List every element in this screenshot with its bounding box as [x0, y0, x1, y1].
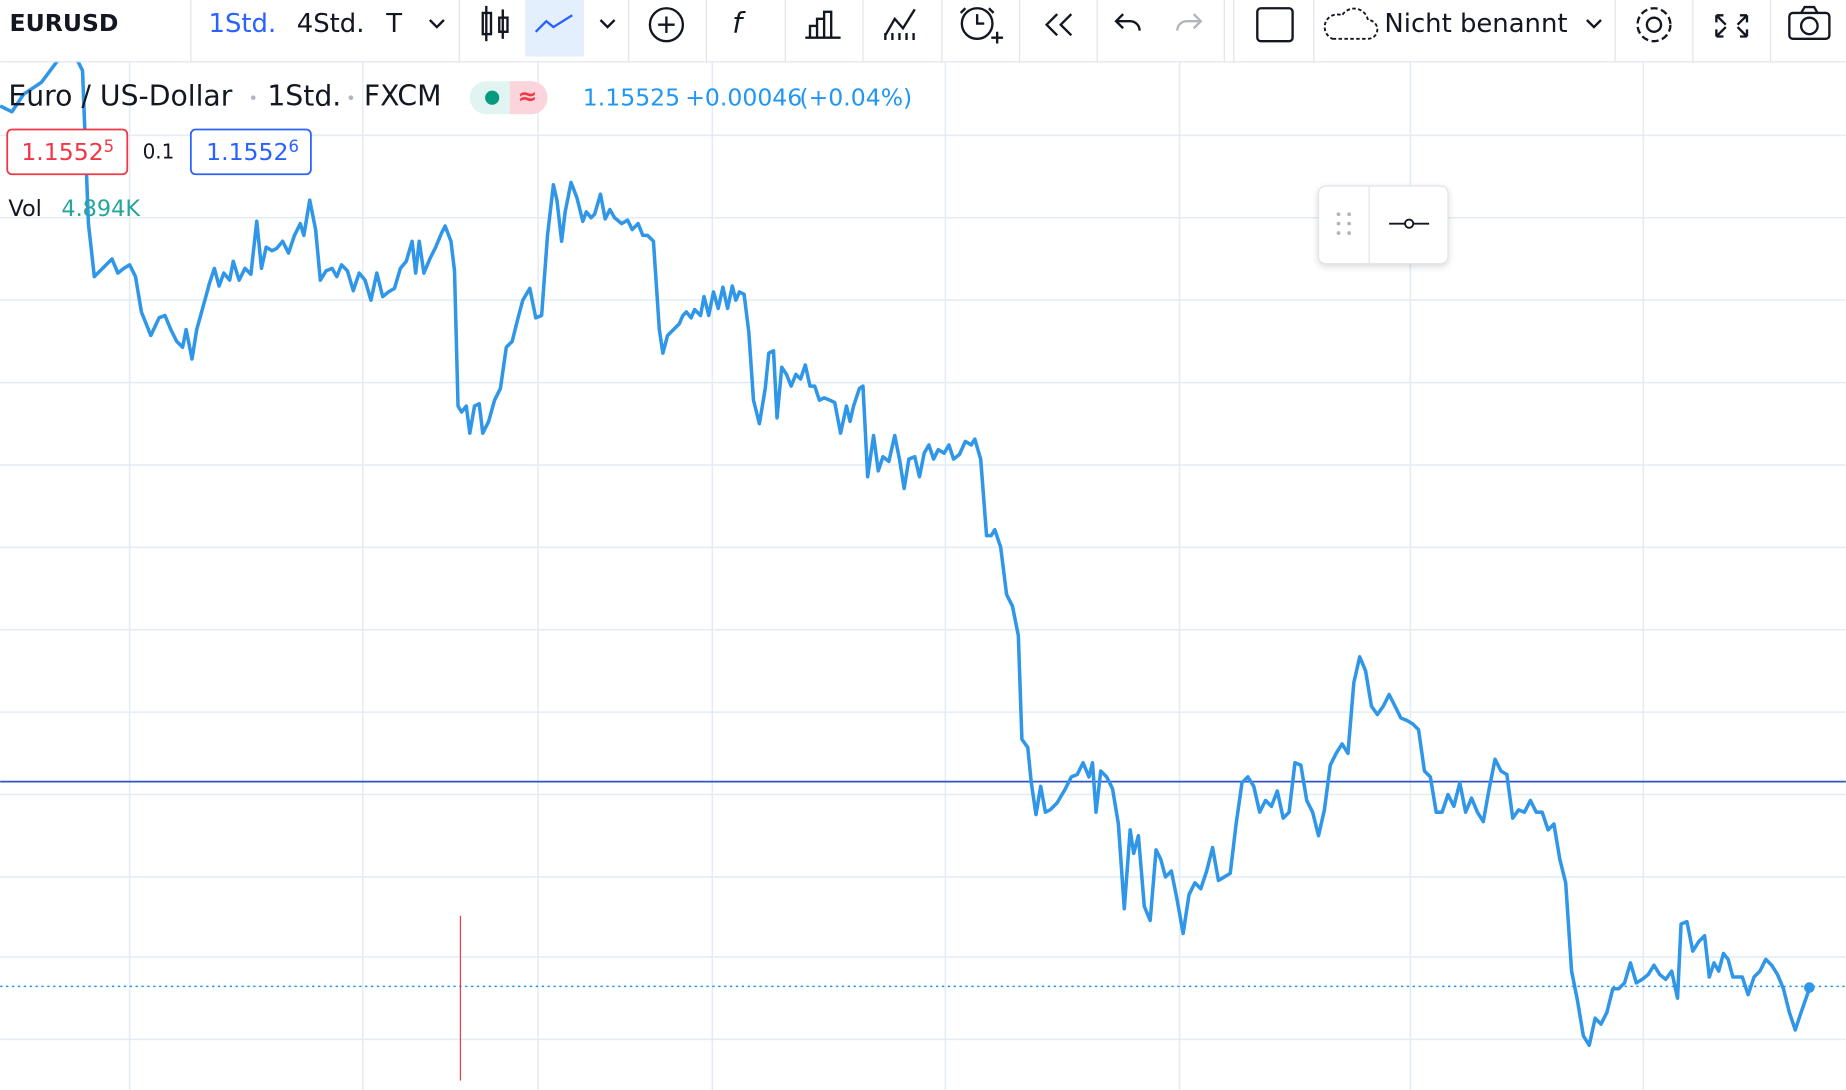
undo-button[interactable]: [1114, 13, 1141, 31]
layout-name[interactable]: Nicht benannt: [1384, 9, 1567, 39]
bid-pip: 5: [104, 137, 114, 156]
price-change: +0.00046: [685, 83, 802, 111]
line-style-button[interactable]: [525, 0, 584, 57]
interval-dropdown[interactable]: [428, 19, 445, 29]
price-change-pct: (+0.04%): [799, 83, 912, 111]
separator-dot: [250, 95, 256, 101]
ask-main: 1.1552: [206, 138, 288, 166]
symbol-title[interactable]: Euro / US-Dollar: [8, 80, 232, 113]
drag-handle[interactable]: [1336, 212, 1351, 235]
legend-exchange: FXCM: [364, 80, 442, 113]
toolbar: [0, 0, 1846, 62]
alert-chart-button[interactable]: [884, 8, 916, 41]
last-point: [1804, 982, 1815, 993]
layout-dropdown[interactable]: [1586, 19, 1602, 29]
toolbar-separators: [190, 0, 1772, 62]
redo-button[interactable]: [1176, 13, 1203, 31]
ask-pip: 6: [288, 137, 298, 156]
fullscreen-button[interactable]: [1715, 14, 1749, 38]
status-dot: [485, 90, 500, 105]
delay-icon: ≈: [518, 82, 538, 110]
last-price: 1.15525: [583, 83, 680, 111]
sell-button[interactable]: [6, 128, 129, 176]
interval-button[interactable]: 1Std.: [208, 9, 276, 39]
settings-button[interactable]: [1636, 7, 1672, 43]
fullscreen-layout-button[interactable]: [1256, 7, 1294, 43]
price-line-series: [0, 57, 1812, 1048]
interval-button[interactable]: 4Std.: [297, 9, 365, 39]
symbol[interactable]: EURUSD: [10, 9, 119, 37]
delay-badge[interactable]: [509, 81, 548, 115]
legend-interval: 1Std.: [267, 80, 341, 113]
bid-price: 1.15525: [21, 137, 114, 166]
compare-button[interactable]: [648, 7, 685, 43]
candles-button[interactable]: [481, 5, 509, 42]
alert-button[interactable]: [959, 7, 1004, 44]
spread: 0.1: [143, 140, 175, 164]
volume-value: 4.894K: [61, 196, 141, 222]
line-style-icon: [534, 14, 573, 33]
line-tool-button[interactable]: [1389, 218, 1430, 229]
chart-type-dropdown[interactable]: [599, 19, 616, 29]
interval-button[interactable]: T: [385, 9, 402, 39]
replay-button[interactable]: [1044, 13, 1073, 37]
templates-button[interactable]: [805, 10, 841, 39]
cloud-icon: [1323, 7, 1379, 40]
screenshot-button[interactable]: [1788, 5, 1831, 41]
buy-button[interactable]: [189, 128, 312, 176]
ask-price: 1.15526: [206, 137, 299, 166]
bid-main: 1.1552: [21, 138, 103, 166]
separator-dot: [348, 95, 354, 101]
volume-label: Vol: [8, 196, 41, 222]
floating-toolbar: [1317, 185, 1449, 265]
